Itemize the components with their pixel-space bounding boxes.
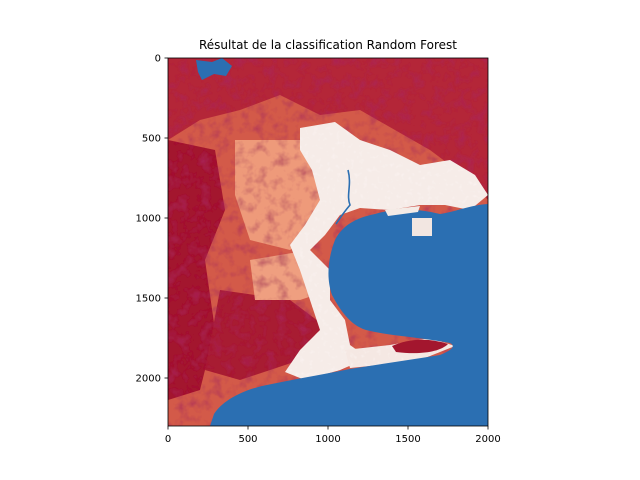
y-tick-label: 0 <box>155 54 161 65</box>
north-lake <box>196 58 232 80</box>
urban-area <box>285 122 488 380</box>
western-forest-zone <box>168 140 225 400</box>
y-tick-label: 2000 <box>136 374 161 385</box>
y-tick-label: 1000 <box>136 214 161 225</box>
y-axis: 0 500 1000 1500 2000 <box>136 54 168 385</box>
harbor-pier <box>412 218 432 236</box>
x-tick-label: 2000 <box>475 434 500 445</box>
x-tick-label: 500 <box>238 434 257 445</box>
x-tick-label: 0 <box>165 434 171 445</box>
x-tick-label: 1500 <box>395 434 420 445</box>
x-tick-label: 1000 <box>315 434 340 445</box>
y-tick-label: 500 <box>142 134 161 145</box>
chart-title: Résultat de la classification Random For… <box>199 38 457 52</box>
harbor-pier <box>385 206 420 216</box>
y-tick-label: 1500 <box>136 294 161 305</box>
x-axis: 0 500 1000 1500 2000 <box>165 426 501 445</box>
light-vegetation-band <box>235 140 330 250</box>
river <box>335 169 351 225</box>
northern-forest-zone <box>168 58 488 200</box>
sea <box>210 204 488 426</box>
peninsula-forest <box>392 339 448 354</box>
classification-raster <box>168 58 488 426</box>
